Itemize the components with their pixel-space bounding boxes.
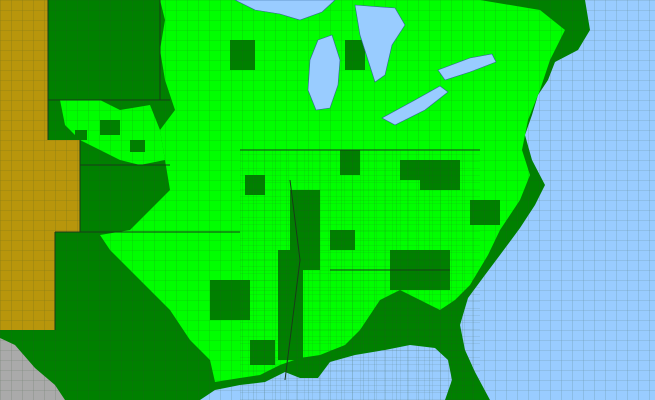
lake-erie bbox=[381, 85, 449, 126]
lake-michigan bbox=[307, 34, 341, 111]
lake-ontario bbox=[437, 53, 497, 81]
lake-huron bbox=[354, 4, 406, 83]
great-lakes bbox=[234, 0, 497, 126]
state-borders bbox=[47, 0, 480, 381]
lake-superior bbox=[234, 0, 336, 21]
county-borders-east bbox=[240, 150, 480, 400]
